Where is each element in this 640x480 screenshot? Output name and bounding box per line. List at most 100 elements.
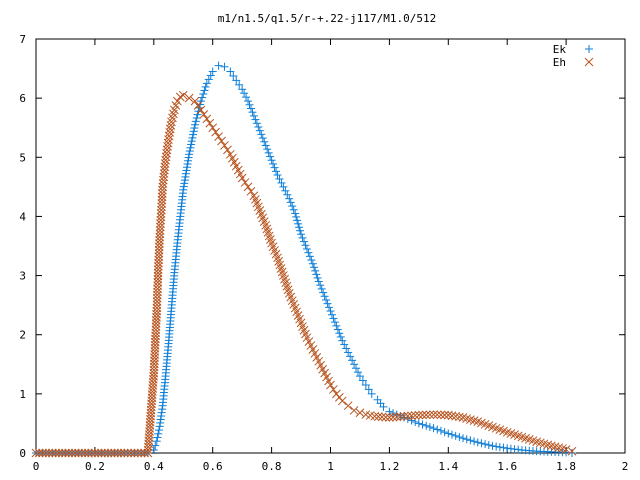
data-point [455, 433, 464, 442]
data-point [414, 419, 423, 428]
data-point [385, 413, 394, 422]
x-tick-label: 2 [622, 460, 629, 473]
data-point [165, 128, 175, 137]
data-point [156, 205, 166, 215]
data-point [422, 421, 431, 430]
data-point [181, 172, 190, 181]
data-point [214, 61, 223, 70]
data-point [136, 448, 146, 458]
data-point [270, 163, 279, 172]
data-point [183, 160, 192, 169]
plot-frame [35, 38, 626, 454]
data-point [342, 344, 351, 353]
data-point [302, 244, 311, 253]
data-point [451, 431, 460, 440]
data-point [281, 186, 290, 195]
legend-marker [585, 45, 593, 53]
data-point [240, 178, 250, 187]
data-point [336, 332, 345, 341]
data-point [133, 448, 143, 458]
data-point [374, 412, 383, 421]
data-point [154, 258, 163, 268]
data-point [260, 137, 269, 146]
data-point [182, 163, 191, 172]
data-point [299, 237, 308, 246]
data-point [164, 131, 174, 141]
data-point [459, 434, 468, 443]
data-point [157, 202, 166, 212]
data-point [307, 256, 316, 265]
series-ek [32, 61, 576, 457]
data-point [492, 442, 501, 451]
data-point [275, 174, 284, 183]
data-point [283, 190, 292, 199]
data-point [226, 67, 235, 76]
data-point [462, 435, 471, 444]
data-point [201, 82, 210, 91]
data-point [41, 448, 51, 458]
data-point [293, 216, 302, 225]
data-point [220, 62, 229, 71]
data-point [436, 426, 445, 435]
data-point [165, 124, 175, 134]
data-point [251, 115, 260, 124]
x-tick-label: 0.2 [85, 460, 105, 473]
data-point [214, 132, 223, 141]
data-point [314, 277, 323, 286]
data-point [189, 130, 198, 139]
data-point [567, 446, 577, 456]
data-point [196, 105, 206, 115]
x-tick-label: 0 [33, 460, 40, 473]
data-point [198, 93, 207, 102]
data-point [61, 448, 70, 458]
data-point [235, 80, 244, 89]
data-point [70, 448, 80, 458]
data-point [154, 255, 164, 265]
data-point [296, 226, 305, 235]
data-point [248, 108, 257, 117]
data-point [289, 205, 298, 214]
data-point [547, 441, 556, 451]
data-point [190, 124, 199, 133]
legend-label: Ek [553, 43, 567, 56]
data-point [157, 192, 167, 202]
data-point [444, 429, 453, 438]
data-point [313, 273, 322, 282]
data-point [252, 119, 261, 128]
data-point [326, 380, 335, 390]
data-point [322, 295, 331, 304]
data-point [451, 411, 461, 421]
data-point [103, 448, 113, 458]
data-point [80, 448, 90, 458]
data-point [163, 138, 173, 148]
data-point [126, 448, 136, 458]
x-tick-label: 1 [327, 460, 334, 473]
data-point [257, 130, 266, 139]
x-axis: 0 0.2 0.4 0.6 0.8 1 1.2 1.4 1.6 1.8 2 [33, 39, 629, 473]
data-point [164, 135, 173, 144]
data-point [208, 123, 218, 133]
data-point [178, 90, 188, 100]
data-point [184, 156, 193, 165]
data-point [319, 288, 328, 297]
data-point [436, 410, 446, 420]
data-point [84, 448, 93, 458]
data-point [367, 389, 376, 398]
data-point [77, 448, 87, 458]
data-point [297, 230, 306, 239]
data-point [305, 252, 314, 261]
data-point [418, 410, 427, 420]
data-point [335, 329, 344, 338]
data-point [349, 406, 359, 415]
series-layer [31, 61, 577, 458]
data-point [288, 202, 297, 211]
data-point [196, 97, 205, 106]
data-point [344, 348, 353, 357]
data-point [155, 236, 164, 245]
data-point [337, 396, 347, 406]
data-point [97, 448, 106, 458]
data-point [316, 281, 325, 290]
data-point [184, 93, 194, 103]
data-point [454, 412, 464, 422]
y-tick-label: 5 [19, 151, 26, 164]
